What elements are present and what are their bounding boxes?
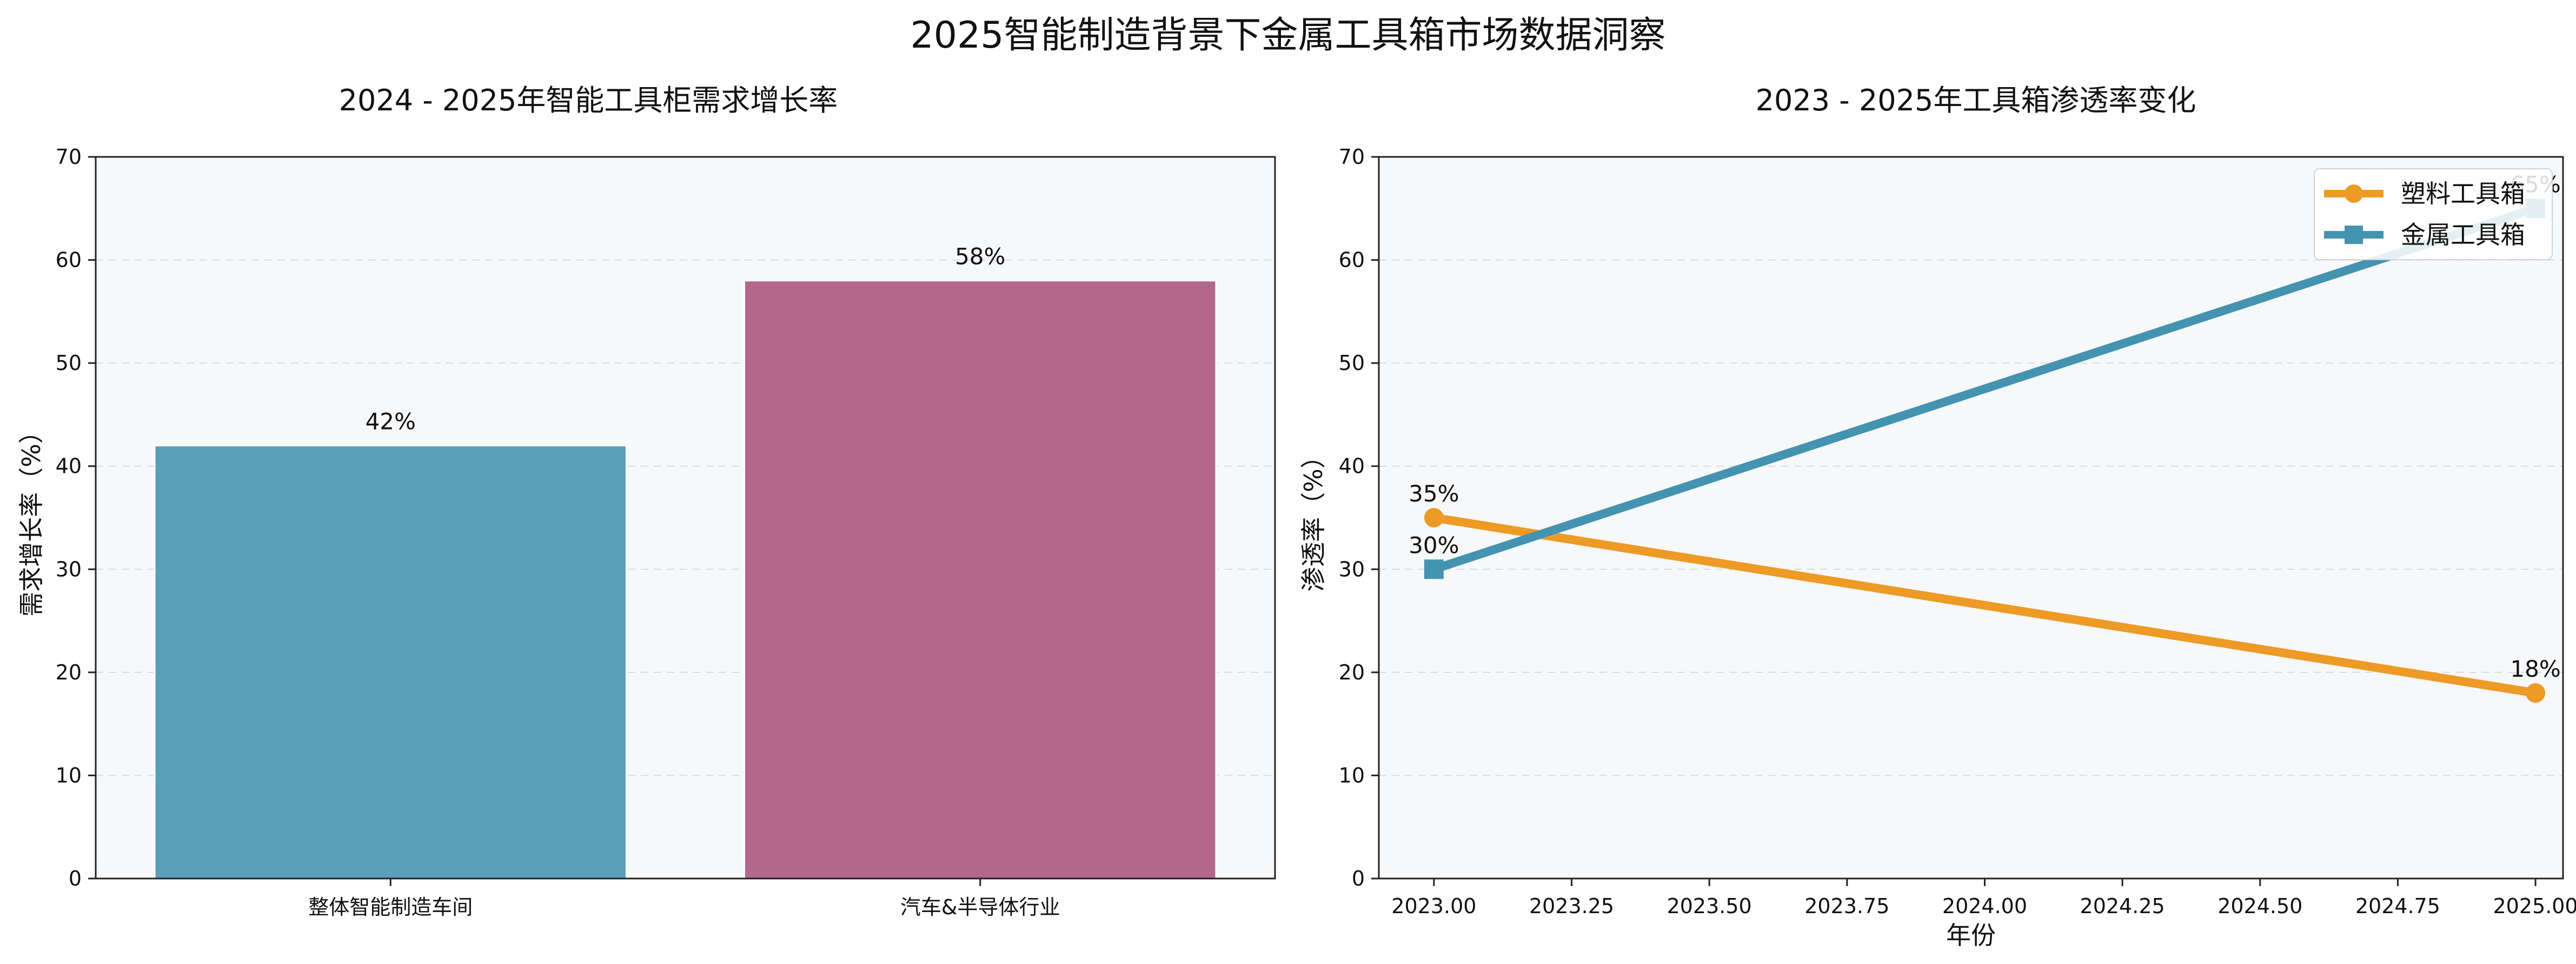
- line-y-tick-label: 70: [1339, 145, 1365, 169]
- line-x-tick-label: 2023.25: [1529, 894, 1614, 918]
- bar: [154, 445, 627, 880]
- line-y-tick-label: 50: [1339, 351, 1365, 375]
- point-data-label: 35%: [1409, 480, 1459, 507]
- legend-label-plastic: 塑料工具箱: [2401, 179, 2525, 208]
- legend-label-metal: 金属工具箱: [2401, 220, 2525, 249]
- point-data-label: 18%: [2510, 656, 2560, 682]
- line-x-tick-label: 2024.25: [2080, 894, 2165, 918]
- bar-y-tick-label: 40: [56, 454, 82, 478]
- bar: [743, 280, 1217, 880]
- bar-x-tick-label: 整体智能制造车间: [308, 895, 473, 919]
- bar-x-axis-ticks: 整体智能制造车间 汽车&半导体行业: [308, 879, 1060, 919]
- bar-x-tick-label: 汽车&半导体行业: [900, 895, 1060, 919]
- bar-data-label: 42%: [366, 408, 416, 435]
- bar-data-label: 58%: [955, 243, 1005, 270]
- line-x-tick-label: 2024.00: [1942, 894, 2027, 918]
- bar-chart-title: 2024 - 2025年智能工具柜需求增长率: [339, 83, 838, 117]
- line-x-tick-label: 2024.75: [2355, 894, 2440, 918]
- line-y-tick-label: 0: [1352, 867, 1365, 890]
- point-data-label: 30%: [1409, 532, 1459, 558]
- line-y-axis-label: 渗透率（%）: [1299, 444, 1328, 592]
- bar-y-tick-label: 60: [56, 248, 82, 272]
- line-chart-panel: 2023 - 2025年工具箱渗透率变化 35%18%30%65% 010203…: [1299, 83, 2576, 950]
- data-point-circle: [2526, 683, 2546, 703]
- line-x-axis-ticks: 2023.00 2023.25 2023.50 2023.75 2024.00 2024.…: [1391, 879, 2576, 918]
- line-y-tick-label: 30: [1339, 557, 1365, 581]
- data-point-circle: [1424, 508, 1444, 527]
- bar-y-axis-ticks: 0 10 20 30 40 50 60 70: [56, 145, 96, 890]
- bar-y-axis-label: 需求增长率（%）: [17, 419, 46, 617]
- line-x-tick-label: 2024.50: [2218, 894, 2302, 918]
- bar-y-tick-label: 0: [69, 867, 82, 890]
- line-y-tick-label: 40: [1339, 454, 1365, 478]
- line-y-tick-label: 60: [1339, 248, 1365, 272]
- line-y-tick-label: 20: [1339, 661, 1365, 684]
- series-line-plastic: [1429, 513, 2540, 697]
- line-plot-area: [1379, 157, 2563, 879]
- line-y-tick-label: 10: [1339, 763, 1365, 787]
- bar-y-tick-label: 50: [56, 351, 82, 375]
- line-x-axis-label: 年份: [1946, 921, 1996, 950]
- line-x-tick-label: 2023.75: [1804, 894, 1889, 918]
- bar-chart-panel: 2024 - 2025年智能工具柜需求增长率 42% 58% 0 10 20 30 40 5…: [17, 83, 1276, 919]
- line-legend: 塑料工具箱 金属工具箱: [2314, 168, 2553, 260]
- legend-marker-square-icon: [2345, 226, 2363, 244]
- bar-value-labels: 42% 58%: [366, 243, 1006, 435]
- legend-marker-circle-icon: [2345, 184, 2363, 203]
- bar-y-tick-label: 20: [56, 661, 82, 684]
- line-x-tick-label: 2025.00: [2493, 894, 2576, 918]
- data-point-square: [1424, 559, 1444, 579]
- series-line-metal: [1429, 204, 2540, 574]
- figure-title: 2025智能制造背景下金属工具箱市场数据洞察: [910, 14, 1665, 57]
- bar-y-tick-label: 70: [56, 145, 82, 169]
- bar-plot-frame: [95, 156, 1276, 880]
- line-plot-frame: [1378, 156, 2564, 880]
- line-chart-title: 2023 - 2025年工具箱渗透率变化: [1756, 83, 2196, 117]
- line-x-tick-label: 2023.00: [1391, 894, 1476, 918]
- bar-y-tick-label: 30: [56, 557, 82, 581]
- line-x-tick-label: 2023.50: [1667, 894, 1752, 918]
- bar-y-tick-label: 10: [56, 763, 82, 787]
- line-y-axis-ticks: 0 10 20 30 40 50 60 70: [1339, 145, 1379, 890]
- bar-series: [154, 280, 1217, 880]
